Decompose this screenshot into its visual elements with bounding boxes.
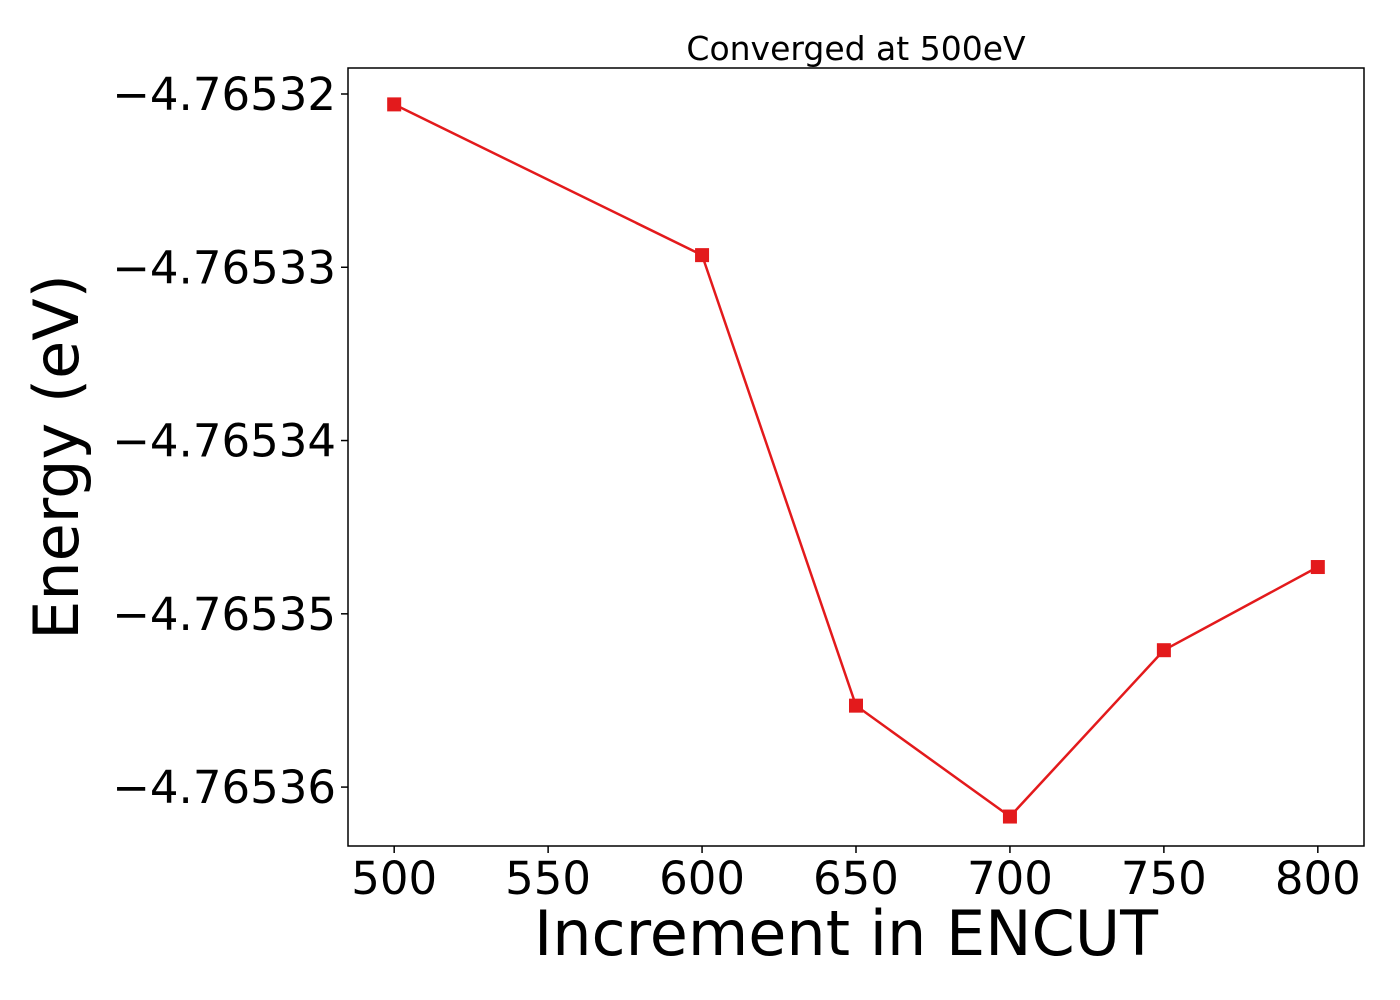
data-point-marker [695,248,710,263]
x-tick-label: 600 [659,852,745,905]
x-tick-label: 750 [1121,852,1207,905]
data-point-marker [1156,643,1171,658]
y-axis-ticks: −4.76532 −4.76533 −4.76534 −4.76535 −4.76536 [112,68,348,814]
x-tick-label: 700 [967,852,1053,905]
y-tick-label: −4.76536 [112,761,336,814]
data-point-marker [1310,560,1325,575]
y-axis-label: Energy (eV) [20,274,93,640]
y-tick-label: −4.76535 [112,588,336,641]
x-tick-label: 650 [813,852,899,905]
data-point-marker [387,97,402,112]
data-point-marker [1002,809,1017,824]
series-layer [387,97,1325,824]
x-axis-label: Increment in ENCUT [534,897,1159,970]
x-tick-label: 550 [505,852,591,905]
plot-area-frame [347,67,1365,847]
y-tick-label: −4.76532 [112,68,336,121]
x-tick-label: 500 [351,852,437,905]
series-line [393,103,1319,818]
x-axis-ticks: 500 550 600 650 700 750 800 [351,846,1361,905]
data-point-marker [849,698,863,713]
x-tick-label: 800 [1275,852,1361,905]
y-tick-label: −4.76534 [112,415,336,468]
y-tick-label: −4.76533 [112,241,336,294]
chart-title: Converged at 500eV [686,29,1026,68]
